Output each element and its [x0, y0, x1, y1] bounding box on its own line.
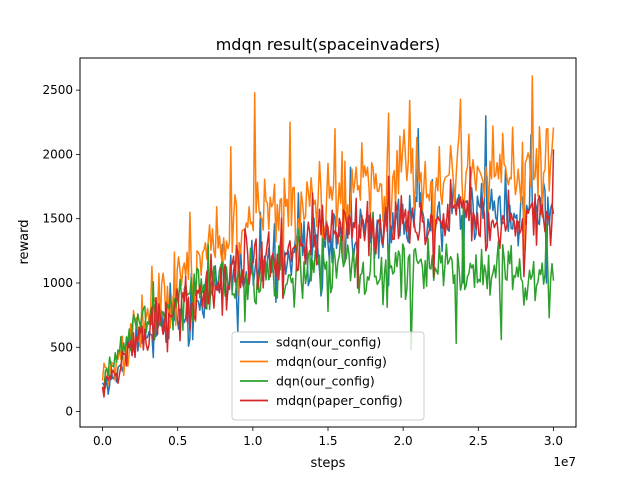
- legend-label: dqn(our_config): [276, 374, 375, 389]
- y-tick-label: 1500: [42, 212, 73, 226]
- legend-label: mdqn(paper_config): [276, 393, 403, 408]
- x-tick-label: 1.5: [318, 434, 337, 448]
- y-tick-label: 2000: [42, 147, 73, 161]
- legend-box: [231, 331, 425, 421]
- legend: sdqn(our_config) mdqn(our_config) dqn(our_…: [231, 331, 425, 421]
- series-line-4: [101, 149, 555, 398]
- x-tick-label: 0.5: [168, 434, 187, 448]
- x-tick-label: 2.0: [394, 434, 413, 448]
- x-tick-label: 2.5: [469, 434, 488, 448]
- y-tick-label: 2500: [42, 83, 73, 97]
- y-tick-label: 1000: [42, 276, 73, 290]
- chart-title: mdqn result(spaceinvaders): [216, 35, 441, 54]
- x-tick-label: 0.0: [93, 434, 112, 448]
- x-tick-label: 1.0: [243, 434, 262, 448]
- x-tick-label: 3.0: [544, 434, 563, 448]
- legend-label: sdqn(our_config): [276, 335, 381, 350]
- legend-label: mdqn(our_config): [276, 354, 387, 369]
- series-line-2: [101, 75, 555, 386]
- x-axis-label: steps: [311, 456, 346, 471]
- y-axis-label: reward: [17, 219, 32, 264]
- x-axis-offset-label: 1e7: [553, 455, 576, 469]
- x-axis: 0.0 0.5 1.0 1.5 2.0 2.5 3.0: [93, 427, 563, 448]
- y-tick-label: 500: [50, 340, 73, 354]
- y-axis: 0 500 1000 1500 2000 2500: [42, 83, 80, 419]
- series-layer: [101, 75, 555, 398]
- y-tick-label: 0: [65, 405, 73, 419]
- series-line-1: [101, 115, 555, 396]
